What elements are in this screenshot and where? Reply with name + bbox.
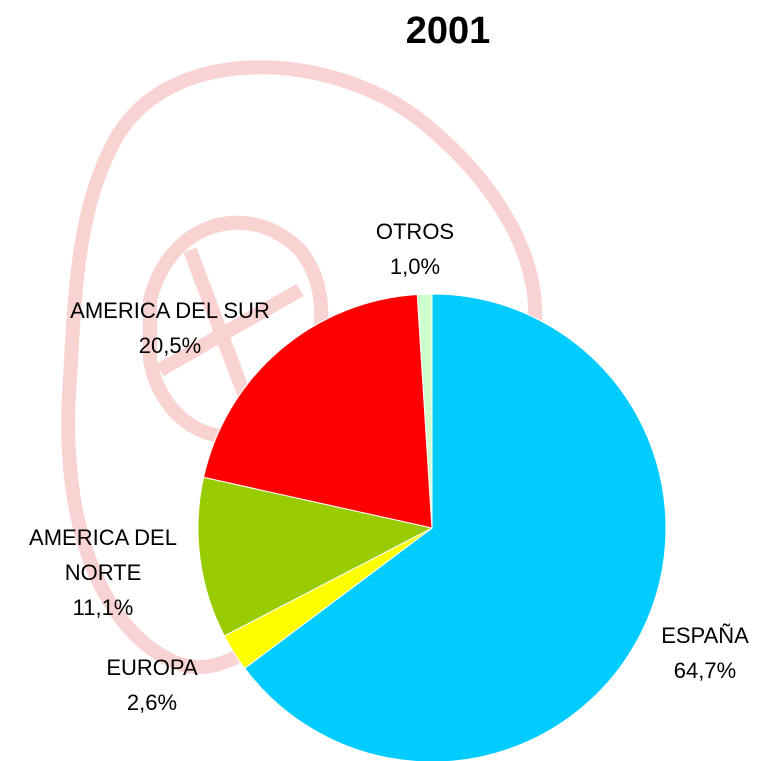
pie-slice [197, 476, 434, 637]
slice-category: EUROPA [106, 655, 198, 680]
slice-label: ESPAÑA 64,7% [645, 618, 763, 688]
slice-category: AMERICA DEL NORTE [29, 525, 177, 585]
slice-value: 64,7% [673, 658, 737, 683]
slice-category: ESPAÑA [661, 623, 749, 648]
slice-category: OTROS [375, 219, 455, 244]
slice-label: EUROPA 2,6% [77, 650, 227, 720]
slice-category: AMERICA DEL SUR [70, 298, 270, 323]
slice-value: 1,0% [389, 254, 441, 279]
pie-slice [244, 293, 667, 761]
slice-label: AMERICA DEL SUR 20,5% [30, 293, 310, 363]
slice-value: 20,5% [138, 333, 202, 358]
chart-title: 2001 [405, 10, 491, 52]
slice-value: 2,6% [126, 690, 178, 715]
slice-value: 11,1% [72, 595, 134, 620]
pie-slice [202, 293, 433, 529]
pie-slice [416, 293, 433, 529]
slice-label: AMERICA DEL NORTE 11,1% [8, 520, 198, 625]
slice-label: OTROS 1,0% [355, 214, 475, 284]
